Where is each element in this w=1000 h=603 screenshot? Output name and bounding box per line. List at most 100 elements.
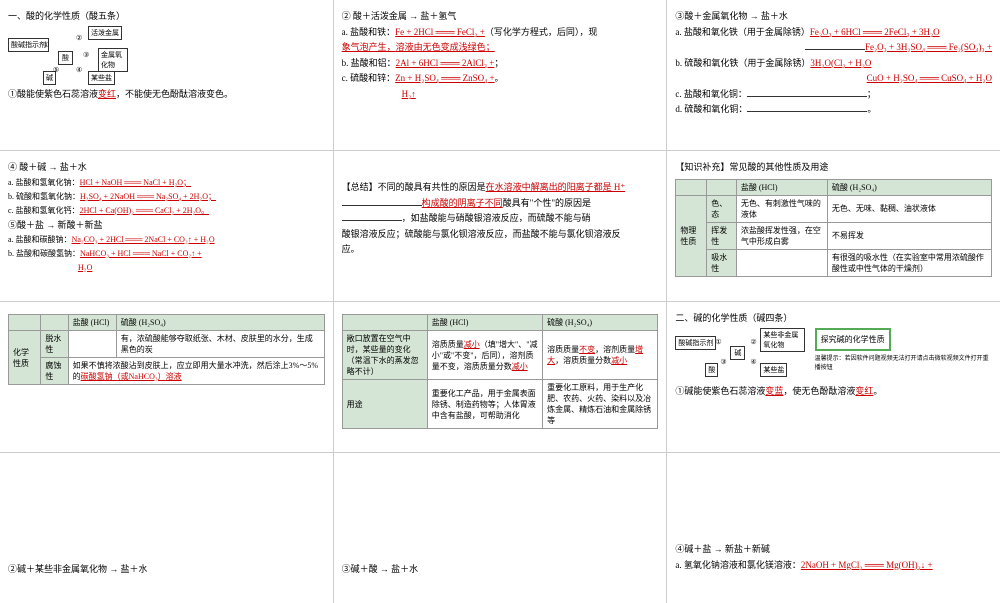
eq7: NaHCO₃ + HCl ═══ NaCl + CO₂↑ + <box>80 249 202 258</box>
l4: b. 盐酸和铝：2Al + 6HCl ═══ 2AlCl₃ +； <box>342 57 659 71</box>
n1: ① <box>43 41 49 49</box>
r1c2ans1: 不变 <box>579 345 595 354</box>
cell-3-2: 盐酸 (HCl)硫酸 (H₂SO₄) 敞口放置在空气中时，某些量的变化（常温下水… <box>334 302 667 452</box>
eq4: 3H₂O(Cl₂ + H₂O <box>810 58 871 68</box>
ans: 碳酸氢钠（或NaHCO₃） <box>81 372 166 381</box>
n5: ⑤ <box>53 66 59 74</box>
r1c1: 脱水性 <box>41 331 68 358</box>
semi1: ； <box>486 42 495 52</box>
r3c1: 吸水性 <box>707 249 737 276</box>
l4: 酸银溶液反应；硫酸能与氯化钡溶液反应，而盐酸不能与氯化钡溶液反 <box>342 228 659 242</box>
l6a: a. 盐酸和碳酸钠： <box>8 235 72 244</box>
t1b: ，不能使无色酚酞溶液变色。 <box>116 89 233 99</box>
h3: 硫酸 (H₂SO₄) <box>827 179 991 195</box>
l1a: 【总结】不同的酸具有共性的原因是 <box>342 182 486 192</box>
cell-4-2: ③碱＋酸 → 盐＋水 <box>334 453 667 603</box>
r2c2: 浓盐酸挥发性强，在空气中形成白雾 <box>736 222 827 249</box>
a2: 构成酸的阴离子不同 <box>422 198 503 208</box>
eq4: 2Al + 6HCl ═══ 2AlCl₃ + <box>396 58 495 68</box>
r1c2c: ，溶质质量分数 <box>555 356 611 365</box>
l5a: d. 硫酸和氧化铜： <box>675 104 747 114</box>
cell-1-2: ② 酸＋活泼金属 → 盐＋氢气 a. 盐酸和铁：Fe + 2HCl ═══ Fe… <box>334 0 667 150</box>
title: 二、碱的化学性质（碱四条） <box>675 312 992 326</box>
cell-1-3: ③酸＋金属氧化物 → 盐＋水 a. 盐酸和氧化铁（用于金属除锈）Fe₂O₃ + … <box>667 0 1000 150</box>
l1: ②碱＋某些非金属氧化物 → 盐＋水 <box>8 563 325 577</box>
l2: 构成酸的阴离子不同酸具有"个性"的原因是 <box>342 197 659 211</box>
center: 碱 <box>730 346 745 360</box>
l1: ③碱＋酸 → 盐＋水 <box>342 563 659 577</box>
l2: a. 盐酸和氧化铁（用于金属除锈）Fe₂O₃ + 6HCl ═══ 2FeCl₃… <box>675 26 992 40</box>
h1: 盐酸 (HCl) <box>427 315 542 331</box>
r3c3: 有很强的吸水性（在实验室中常用浓硫酸作酸性或中性气体的干燥剂） <box>827 249 991 276</box>
l7: b. 盐酸和碳酸氢钠：NaHCO₃ + HCl ═══ NaCl + CO₂↑ … <box>8 248 325 260</box>
l3a: b. 硫酸和氢氧化钠： <box>8 192 80 201</box>
l3: 象气泡产生，溶液由无色变成浅绿色； <box>342 41 659 55</box>
chem-props-table: 盐酸 (HCl)硫酸 (H₂SO₄) 化学性质脱水性有，浓硫酸能够夺取纸张、木材… <box>8 314 325 385</box>
l2b: （写化学方程式，后同），现 <box>485 27 598 37</box>
r1l: 敞口放置在空气中时，某些量的变化（常温下水的蒸发忽略不计） <box>342 331 427 380</box>
l4: c. 盐酸和氢氧化钙：2HCl + Ca(OH)₂ ═══ CaCl₂ + 2H… <box>8 205 325 217</box>
n3: ③ <box>720 358 726 366</box>
eq3: 溶液由无色变成浅绿色 <box>396 42 486 52</box>
r1c1: 色、态 <box>707 195 737 222</box>
n3: ③ <box>83 51 89 59</box>
l1: ④碱＋盐 → 新盐＋新碱 <box>675 543 992 557</box>
r2c1: 腐蚀性 <box>41 358 68 385</box>
l7a: b. 盐酸和碳酸氢钠： <box>8 249 80 258</box>
l2: a. 盐酸和铁：Fe + 2HCl ═══ FeCl₂ +（写化学方程式，后同）… <box>342 26 659 40</box>
h2: 硫酸 (H₂SO₄) <box>543 315 658 331</box>
l3: b. 硫酸和氢氧化钠：H₂SO₄ + 2NaOH ═══ Na₂SO₄ + 2H… <box>8 191 325 203</box>
l4a: c. 盐酸和氧化铜： <box>675 89 747 99</box>
cell-2-3: 【知识补充】常见酸的其他性质及用途 盐酸 (HCl)硫酸 (H₂SO₄) 物理性… <box>667 151 1000 301</box>
n4: ④ <box>750 358 756 366</box>
h2: 盐酸 (HCl) <box>736 179 827 195</box>
l4a: b. 盐酸和铝： <box>342 58 396 68</box>
dbox4: 某些盐 <box>88 71 115 85</box>
r1c0: 化学性质 <box>9 331 41 385</box>
center: 酸 <box>58 51 73 65</box>
r2c2: 如果不慎将浓酸沾到皮肤上，应立即用大量水冲洗，然后涂上3%～5%的碳酸氢钠（或N… <box>68 358 324 385</box>
l2a: 酸具有"个性"的原因是 <box>503 198 591 208</box>
l2a: a. 盐酸和氧化铁（用于金属除锈） <box>675 27 810 37</box>
l3b: CuO + H₂SO₄ ═══ CuSO₄ + H₂O <box>675 72 992 86</box>
l2: a. 盐酸和氢氧化钠：HCl + NaOH ═══ NaCl + H₂O； <box>8 177 325 189</box>
eq2: HCl + NaOH ═══ NaCl + H₂O； <box>80 178 191 187</box>
db2: 某些非金属氧化物 <box>760 328 804 352</box>
l3: ，如盐酸能与硝酸银溶液反应，而硫酸不能与硝 <box>342 212 659 226</box>
title: 【知识补充】常见酸的其他性质及用途 <box>675 161 992 175</box>
r1c0: 物理性质 <box>676 195 707 276</box>
semi2: ； <box>494 58 503 68</box>
r2c3: 不易挥发 <box>827 222 991 249</box>
r3c2 <box>736 249 827 276</box>
cell-3-3: 二、碱的化学性质（碱四条） 酸碱指示剂 某些非金属氧化物 某些盐 酸 碱 ① ②… <box>667 302 1000 452</box>
a1: 在水溶液中解离出的阳离子都是 H⁺ <box>486 182 626 192</box>
ans1: 变红 <box>98 89 116 99</box>
l5: c. 硫酸和锌：Zn + H₂SO₄ ═══ ZnSO₄ +。 <box>342 72 659 86</box>
l4a: c. 盐酸和氢氧化钙： <box>8 206 80 215</box>
acid-diagram: 酸碱指示剂 活泼金属 金属氧化物 某些盐 碱 酸 ① ② ③ ④ ⑤ <box>8 26 128 86</box>
l2b: Fe₂O₃ + 3H₂SO₄ ═══ Fe₂(SO₄)₃ + <box>675 41 992 55</box>
r1c2ans3: 减小 <box>611 356 627 365</box>
cell-4-3: ④碱＋盐 → 新盐＋新碱 a. 氢氧化钠溶液和氯化镁溶液：2NaOH + MgC… <box>667 453 1000 603</box>
h2: 盐酸 (HCl) <box>68 315 116 331</box>
r1c2: 溶质质量不变，溶剂质量增大，溶质质量分数减小 <box>543 331 658 380</box>
l3a: 象气泡产生， <box>342 42 396 52</box>
l1: ④ 酸＋碱 → 盐＋水 <box>8 161 325 175</box>
db1: 酸碱指示剂 <box>675 336 716 350</box>
r1c1a: 溶质质量 <box>432 340 464 349</box>
l5: ⑤酸＋盐 → 新酸＋新盐 <box>8 219 325 233</box>
eq6: Na₂CO₃ + 2HCl ═══ 2NaCl + CO₂↑ + H₂O <box>72 235 215 244</box>
l6: H₂↑ <box>402 88 659 102</box>
r1c2: 无色、有刺激性气味的液体 <box>736 195 827 222</box>
dbox2: 活泼金属 <box>88 26 122 40</box>
r1c3: 无色、无味、黏稠、油状液体 <box>827 195 991 222</box>
eq5: Zn + H₂SO₄ ═══ ZnSO₄ + <box>395 73 494 83</box>
eq5: CuO + H₂SO₄ ═══ CuSO₄ + H₂O <box>867 73 992 83</box>
eq4: 2HCl + Ca(OH)₂ ═══ CaCl₂ + 2H₂O。 <box>80 206 210 215</box>
eq2: Fe₂O₃ + 6HCl ═══ 2FeCl₃ + 3H₂O <box>810 27 940 37</box>
base-diagram: 酸碱指示剂 某些非金属氧化物 某些盐 酸 碱 ① ② ③ ④ <box>675 328 804 383</box>
l5: 应。 <box>342 243 659 257</box>
r2c1: 重要化工产品，用于金属表面除锈、制造药物等；人体胃液中含有盐酸，可帮助消化 <box>427 380 542 429</box>
green-box-wrap: 探究碱的化学性质 温馨提示：若因软件问题视频无法打开请点击微软视频文件打开重播按… <box>815 328 992 371</box>
l2: a. 氢氧化钠溶液和氯化镁溶液：2NaOH + MgCl₂ ═══ Mg(OH)… <box>675 559 992 573</box>
